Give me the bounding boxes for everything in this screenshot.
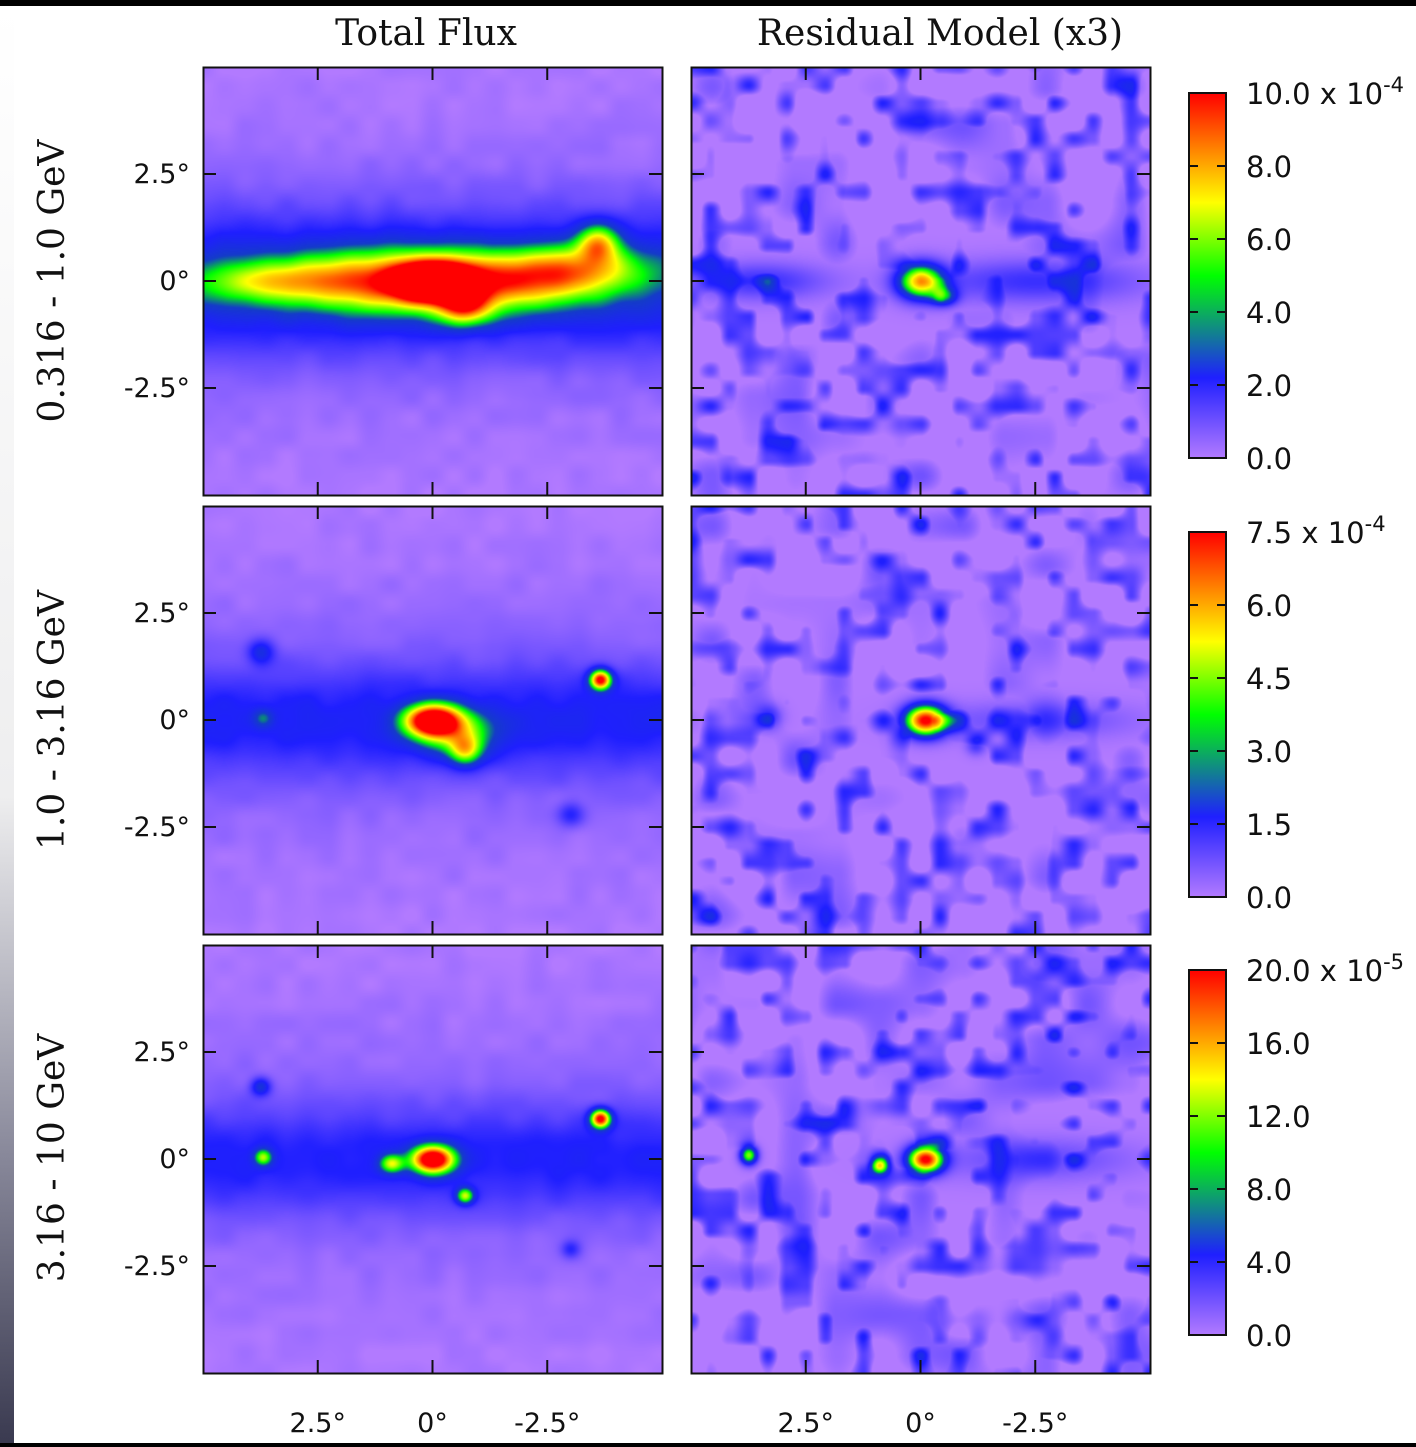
colorbar-tick-label: 4.5 — [1246, 662, 1292, 696]
colorbar-tick-label: 6.0 — [1246, 223, 1292, 257]
x-tick-label: 0° — [417, 1408, 448, 1439]
x-tick-label: 2.5° — [290, 1408, 346, 1439]
colorbar-tick-label: 2.0 — [1246, 369, 1292, 403]
col-title-total-flux: Total Flux — [335, 13, 517, 54]
panel-frame — [690, 944, 1152, 1375]
y-tick-label: 0° — [159, 1144, 190, 1175]
colorbar — [1188, 92, 1227, 459]
y-tick-label: 2.5° — [134, 598, 190, 629]
colorbar — [1188, 969, 1227, 1336]
colorbar-tick-label: 16.0 — [1246, 1027, 1311, 1061]
x-tick-label: 0° — [905, 1408, 936, 1439]
panel-frame — [690, 66, 1152, 497]
colorbar-tick-label: 6.0 — [1246, 589, 1292, 623]
y-tick-label: -2.5° — [124, 373, 190, 404]
colorbar-tick-label: 0.0 — [1246, 881, 1292, 915]
row-label-3: 3.16 - 10 GeV — [32, 1033, 73, 1283]
colorbar-max-label: 20.0 x 10-5 — [1246, 950, 1404, 988]
colorbar — [1188, 531, 1227, 898]
y-tick-label: 0° — [159, 266, 190, 297]
panel-frame — [202, 944, 664, 1375]
colorbars: 0.0 2.0 4.0 6.0 8.0 10.0 x 10-4 0.0 1.5 3.0 4.5 6.… — [1188, 73, 1404, 1353]
colorbar-tick-label: 4.0 — [1246, 296, 1292, 330]
x-tick-label: 2.5° — [778, 1408, 834, 1439]
colorbar-tick-label: 8.0 — [1246, 150, 1292, 184]
colorbar-tick-label: 8.0 — [1246, 1173, 1292, 1207]
y-tick-label: -2.5° — [124, 1251, 190, 1282]
col-title-residual-model: Residual Model (x3) — [757, 13, 1123, 54]
colorbar-tick-label: 0.0 — [1246, 1319, 1292, 1353]
colorbar-tick-label: 3.0 — [1246, 735, 1292, 769]
x-tick-label: -2.5° — [514, 1408, 580, 1439]
colorbar-max-label: 7.5 x 10-4 — [1246, 512, 1386, 550]
y-tick-label: 2.5° — [134, 159, 190, 190]
x-tick-label: -2.5° — [1002, 1408, 1068, 1439]
panel-frame — [202, 505, 664, 936]
colorbar-tick-label: 4.0 — [1246, 1246, 1292, 1280]
y-tick-label: -2.5° — [124, 812, 190, 843]
axis-tick-labels: 2.5° 0° -2.5° 2.5° 0° -2.5° 2.5° 0° -2.5° 2.5° 0° -… — [124, 159, 1069, 1439]
panel-frames — [202, 66, 1152, 1375]
colorbar-tick-label: 12.0 — [1246, 1100, 1311, 1134]
colorbar-max-label: 10.0 x 10-4 — [1246, 73, 1404, 111]
panel-frame — [690, 505, 1152, 936]
row-label-2: 1.0 - 3.16 GeV — [32, 589, 73, 850]
y-tick-label: 0° — [159, 705, 190, 736]
row-label-1: 0.316 - 1.0 GeV — [32, 139, 73, 423]
colorbar-tick-label: 1.5 — [1246, 808, 1292, 842]
panel-frame — [202, 66, 664, 497]
colorbar-tick-label: 0.0 — [1246, 442, 1292, 476]
y-tick-label: 2.5° — [134, 1037, 190, 1068]
